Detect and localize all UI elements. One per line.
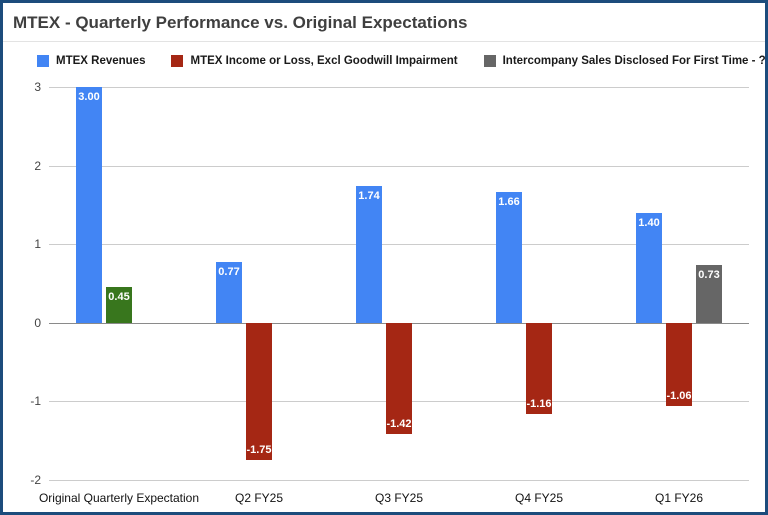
legend-swatch-icon	[483, 55, 496, 67]
legend-label: Intercompany Sales Disclosed For First T…	[502, 55, 768, 67]
bar-income-3[interactable]: -1.42	[386, 322, 412, 435]
bar-value-label: -1.75	[246, 444, 272, 457]
bar-value-label: -1.06	[666, 390, 692, 403]
bar-income-5[interactable]: -1.06	[666, 322, 692, 407]
gridline	[49, 244, 749, 246]
x-axis-category-label: Q3 FY25	[374, 491, 424, 505]
bar-income-1[interactable]: 0.45	[106, 287, 132, 323]
y-axis-tick-label: 2	[34, 158, 41, 173]
x-axis-category-label: Original Quarterly Expectation	[38, 491, 200, 505]
bar-revenue-3[interactable]: 1.74	[356, 186, 382, 323]
bar-revenue-4[interactable]: 1.66	[496, 192, 522, 323]
plot-area: 3.00 0.45 0.77 -1.75 1.74 -1.42 1.66 -1.16 1.40 -…	[49, 87, 749, 481]
gridline	[49, 87, 749, 88]
legend-label: MTEX Income or Loss, Excl Goodwill Impai…	[190, 55, 458, 67]
bar-revenue-5[interactable]: 1.40	[636, 212, 662, 323]
legend-swatch-icon	[171, 55, 184, 67]
legend-swatch-icon	[37, 55, 49, 67]
bar-intercompany-5[interactable]: 0.73	[696, 265, 722, 323]
gridline	[49, 480, 749, 481]
x-axis-category-label: Q2 FY25	[234, 491, 284, 505]
legend: MTEX Revenues MTEX Income or Loss, Excl G…	[37, 53, 765, 69]
bar-value-label: 1.66	[498, 196, 520, 209]
y-axis-tick-label: -2	[30, 473, 41, 487]
y-axis-tick-label: 1	[34, 237, 41, 252]
bar-value-label: 1.40	[638, 216, 660, 229]
legend-item: Intercompany Sales Disclosed For First T…	[483, 55, 768, 67]
gridline	[49, 165, 749, 167]
bar-income-2[interactable]: -1.75	[246, 322, 272, 461]
chart-area: 3.00 0.45 0.77 -1.75 1.74 -1.42 1.66 -1.16 1.40 -…	[3, 73, 765, 512]
x-axis-category-label: Q4 FY25	[514, 491, 564, 505]
legend-item: MTEX Income or Loss, Excl Goodwill Impai…	[171, 55, 458, 67]
x-axis-category-label: Q1 FY26	[654, 491, 704, 505]
bar-value-label: -1.42	[386, 418, 412, 431]
bar-value-label: 0.73	[698, 269, 720, 282]
bar-revenue-2[interactable]: 0.77	[216, 262, 242, 323]
bar-value-label: 1.74	[358, 190, 380, 203]
bar-value-label: 0.45	[108, 291, 130, 304]
y-axis-tick-label: 0	[34, 315, 41, 330]
bar-value-label: -1.16	[526, 397, 552, 410]
bar-income-4[interactable]: -1.16	[526, 322, 552, 414]
legend-label: MTEX Revenues	[56, 55, 146, 67]
y-axis-tick-label: 3	[34, 80, 41, 94]
bar-value-label: 0.77	[218, 266, 240, 279]
bar-revenue-1[interactable]: 3.00	[76, 87, 102, 323]
bar-value-label: 3.00	[78, 91, 100, 103]
chart-title: MTEX - Quarterly Performance vs. Origina…	[3, 3, 765, 42]
legend-item: MTEX Revenues	[37, 55, 145, 67]
y-axis-tick-label: -1	[30, 394, 41, 409]
